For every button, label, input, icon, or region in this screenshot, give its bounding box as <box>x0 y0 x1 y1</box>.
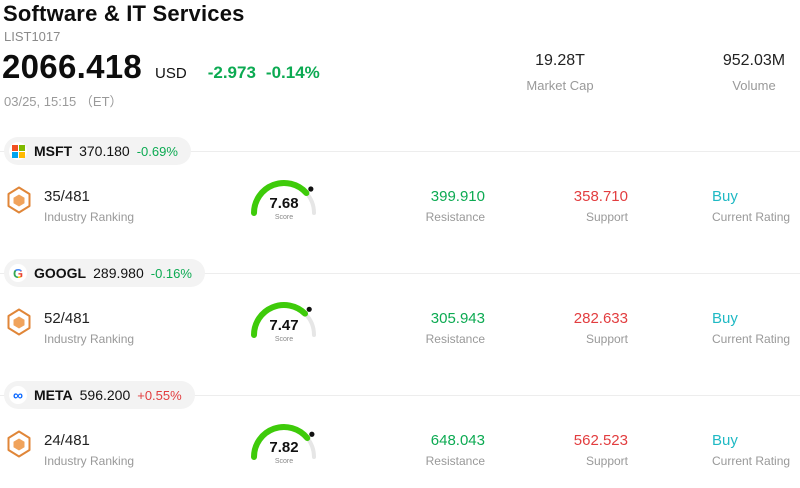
market-cap-stat: 19.28T Market Cap <box>505 52 615 93</box>
stock-pill-meta[interactable]: ∞ META 596.200 +0.55% <box>4 381 195 409</box>
stock-change: -0.16% <box>150 265 192 281</box>
score-value: 7.82 <box>269 439 299 456</box>
industry-ranking-block: 35/481 Industry Ranking <box>44 187 134 225</box>
volume-label: Volume <box>732 78 776 93</box>
index-price: 2066.418 <box>2 48 143 85</box>
score-gauge: 7.82 Score <box>244 417 328 473</box>
score-label: Score <box>274 336 294 343</box>
rating-block: Buy Current Rating <box>712 187 790 225</box>
stock-price: 596.200 <box>79 387 131 403</box>
index-change-abs: -2.973 <box>207 63 256 82</box>
index-change-pct: -0.14% <box>265 63 320 82</box>
rating-label: Current Rating <box>712 210 791 224</box>
score-label: Score <box>274 458 294 465</box>
score-gauge-arc <box>251 302 316 338</box>
rating-label: Current Rating <box>712 454 791 468</box>
industry-ranking-block: 24/481 Industry Ranking <box>44 431 134 469</box>
volume-stat: 952.03M Volume <box>710 52 798 93</box>
market-cap-label: Market Cap <box>526 78 594 93</box>
resistance-value: 305.943 <box>430 310 485 327</box>
divider <box>0 273 800 274</box>
support-value: 282.633 <box>573 310 628 327</box>
resistance-block: 305.943 Resistance <box>355 309 485 347</box>
support-block: 282.633 Support <box>498 309 628 347</box>
market-cap-value: 19.28T <box>535 52 585 69</box>
support-label: Support <box>585 332 628 346</box>
rating-value[interactable]: Buy <box>712 188 738 205</box>
resistance-block: 648.043 Resistance <box>355 431 485 469</box>
industry-ranking-icon <box>7 308 31 341</box>
list-id: LIST1017 <box>4 29 61 44</box>
ticker-symbol: META <box>34 387 73 403</box>
industry-ranking-block: 52/481 Industry Ranking <box>44 309 134 347</box>
volume-value: 952.03M <box>722 52 786 69</box>
industry-ranking-icon <box>7 186 31 219</box>
stock-section-msft: MSFT 370.180 -0.69% 35/481 Industry Rank… <box>0 137 800 259</box>
resistance-block: 399.910 Resistance <box>355 187 485 225</box>
ticker-symbol: MSFT <box>34 143 73 159</box>
score-label: Score <box>274 214 294 221</box>
score-value: 7.68 <box>269 195 299 212</box>
rating-label: Current Rating <box>712 332 791 346</box>
rating-block: Buy Current Rating <box>712 309 790 347</box>
index-change: -2.973 -0.14% <box>208 63 320 83</box>
score-gauge: 7.47 Score <box>244 295 328 351</box>
industry-ranking-label: Industry Ranking <box>44 454 135 468</box>
industry-ranking-value: 52/481 <box>44 310 90 327</box>
stock-section-googl: G GOOGL 289.980 -0.16% 52/481 Industry R… <box>0 259 800 381</box>
divider <box>0 151 800 152</box>
resistance-value: 399.910 <box>430 188 485 205</box>
industry-ranking-value: 35/481 <box>44 188 90 205</box>
support-label: Support <box>585 454 628 468</box>
stock-change: +0.55% <box>137 387 182 403</box>
microsoft-logo <box>9 142 27 160</box>
stock-price: 289.980 <box>93 265 144 281</box>
google-logo: G <box>9 264 27 282</box>
stock-change: -0.69% <box>136 143 178 159</box>
ticker-symbol: GOOGL <box>34 265 87 281</box>
industry-ranking-label: Industry Ranking <box>44 332 135 346</box>
stock-price: 370.180 <box>79 143 130 159</box>
quote-row: 2066.418 USD -2.973 -0.14% <box>2 48 320 86</box>
support-block: 562.523 Support <box>498 431 628 469</box>
quote-timestamp: 03/25, 15:15 （ET） <box>4 94 123 109</box>
rating-block: Buy Current Rating <box>712 431 790 469</box>
support-value: 562.523 <box>573 432 628 449</box>
currency-label: USD <box>155 65 187 82</box>
support-label: Support <box>585 210 628 224</box>
meta-logo: ∞ <box>9 386 27 404</box>
stock-pill-msft[interactable]: MSFT 370.180 -0.69% <box>4 137 191 165</box>
score-gauge-arc <box>251 180 316 216</box>
resistance-label: Resistance <box>425 332 485 346</box>
industry-ranking-icon <box>7 430 31 463</box>
resistance-value: 648.043 <box>430 432 485 449</box>
divider <box>0 395 800 396</box>
page-title: Software & IT Services <box>3 1 245 26</box>
score-value: 7.47 <box>269 317 299 334</box>
resistance-label: Resistance <box>425 454 485 468</box>
score-gauge: 7.68 Score <box>244 173 328 229</box>
stock-section-meta: ∞ META 596.200 +0.55% 24/481 Industry Ra… <box>0 381 800 488</box>
rating-value[interactable]: Buy <box>712 432 738 449</box>
industry-ranking-value: 24/481 <box>44 432 90 449</box>
support-block: 358.710 Support <box>498 187 628 225</box>
score-gauge-arc <box>251 424 316 460</box>
resistance-label: Resistance <box>425 210 485 224</box>
industry-ranking-label: Industry Ranking <box>44 210 135 224</box>
rating-value[interactable]: Buy <box>712 310 738 327</box>
support-value: 358.710 <box>573 188 628 205</box>
stock-pill-googl[interactable]: G GOOGL 289.980 -0.16% <box>4 259 205 287</box>
